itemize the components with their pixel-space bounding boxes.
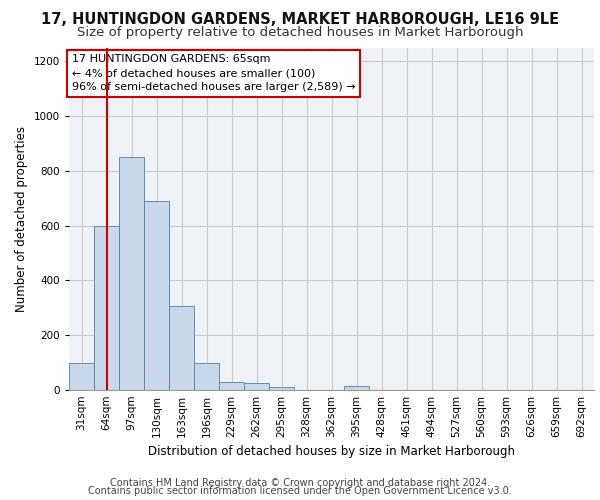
Bar: [119, 157, 144, 390]
X-axis label: Distribution of detached houses by size in Market Harborough: Distribution of detached houses by size …: [148, 446, 515, 458]
Text: 17 HUNTINGDON GARDENS: 65sqm
← 4% of detached houses are smaller (100)
96% of se: 17 HUNTINGDON GARDENS: 65sqm ← 4% of det…: [71, 54, 355, 92]
Bar: [269, 388, 294, 390]
Text: Contains public sector information licensed under the Open Government Licence v3: Contains public sector information licen…: [88, 486, 512, 496]
Y-axis label: Number of detached properties: Number of detached properties: [15, 126, 28, 312]
Bar: [69, 362, 94, 390]
Bar: [169, 306, 194, 390]
Bar: [194, 362, 219, 390]
Bar: [344, 386, 369, 390]
Bar: [144, 201, 169, 390]
Text: Contains HM Land Registry data © Crown copyright and database right 2024.: Contains HM Land Registry data © Crown c…: [110, 478, 490, 488]
Bar: [244, 383, 269, 390]
Text: 17, HUNTINGDON GARDENS, MARKET HARBOROUGH, LE16 9LE: 17, HUNTINGDON GARDENS, MARKET HARBOROUG…: [41, 12, 559, 28]
Bar: [219, 382, 244, 390]
Bar: [94, 226, 119, 390]
Text: Size of property relative to detached houses in Market Harborough: Size of property relative to detached ho…: [77, 26, 523, 39]
